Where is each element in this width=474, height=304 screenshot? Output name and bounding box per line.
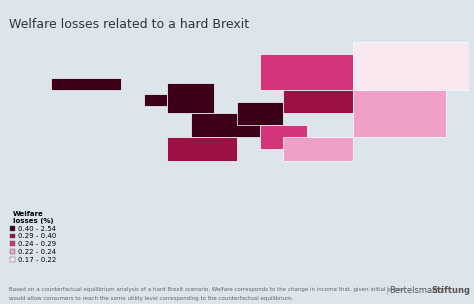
Polygon shape xyxy=(260,125,307,149)
Polygon shape xyxy=(167,137,237,161)
Text: would allow consumers to reach the same utility level corresponding to the count: would allow consumers to reach the same … xyxy=(9,296,294,301)
Polygon shape xyxy=(283,137,353,161)
Polygon shape xyxy=(260,54,353,90)
Polygon shape xyxy=(353,42,469,90)
Polygon shape xyxy=(283,90,353,113)
Polygon shape xyxy=(191,113,260,137)
Polygon shape xyxy=(51,78,121,90)
Text: Bertelsmann: Bertelsmann xyxy=(389,286,443,295)
Legend: 0.40 - 2.54, 0.29 - 0.40, 0.24 - 0.29, 0.22 - 0.24, 0.17 - 0.22: 0.40 - 2.54, 0.29 - 0.40, 0.24 - 0.29, 0… xyxy=(8,209,57,264)
Text: Welfare losses related to a hard Brexit: Welfare losses related to a hard Brexit xyxy=(9,18,250,31)
Polygon shape xyxy=(353,90,446,137)
Text: Based on a counterfactual equilibrium analysis of a hard Brexit scenario. Welfar: Based on a counterfactual equilibrium an… xyxy=(9,287,406,292)
Polygon shape xyxy=(237,102,283,125)
Polygon shape xyxy=(167,83,214,113)
Text: |: | xyxy=(386,286,389,295)
Text: Stiftung: Stiftung xyxy=(431,286,470,295)
Polygon shape xyxy=(144,95,167,106)
